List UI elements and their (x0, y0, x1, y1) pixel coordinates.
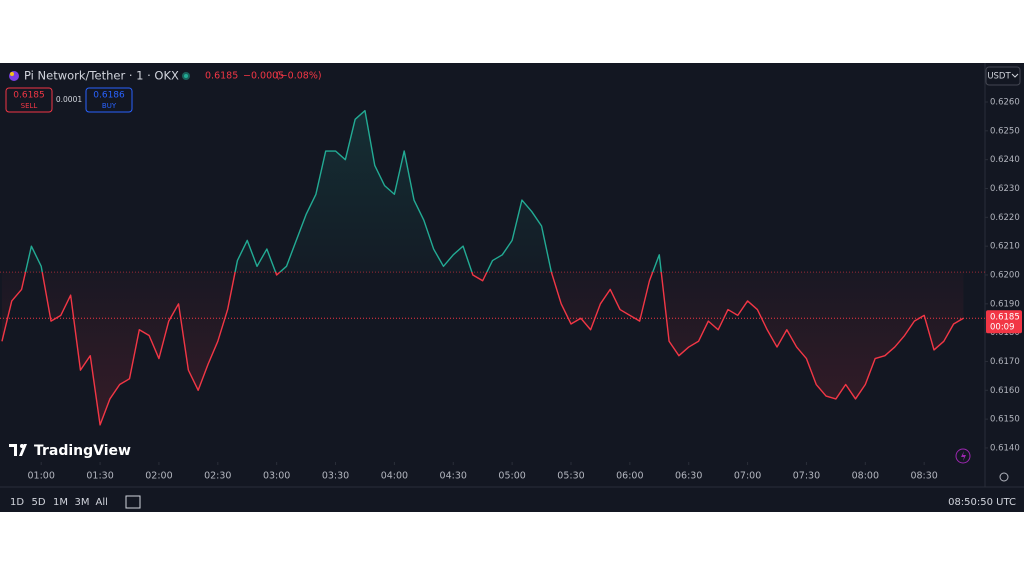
y-tick-label: 0.6200 (990, 270, 1020, 280)
symbol-icon (9, 71, 19, 81)
y-tick-label: 0.6250 (990, 126, 1020, 136)
alert-bolt (961, 451, 966, 461)
sell-button[interactable] (5, 87, 53, 113)
change-percent: (−0.08%) (276, 71, 322, 82)
y-tick-label: 0.6260 (990, 98, 1020, 108)
sell-price: 0.6185 (13, 91, 45, 101)
x-tick-label: 07:00 (734, 471, 761, 482)
x-tick-label: 04:30 (440, 471, 467, 482)
x-tick-label: 05:30 (557, 471, 584, 482)
last-price-tag (986, 310, 1022, 334)
sell-label: SELL (21, 102, 38, 110)
x-tick-label: 04:00 (381, 471, 408, 482)
x-tick-label: 02:30 (204, 471, 231, 482)
currency: USDT (987, 72, 1011, 82)
range-button[interactable]: 5D (32, 497, 46, 508)
countdown: 00:09 (990, 323, 1015, 333)
range-button[interactable]: 1M (53, 497, 68, 508)
currency-caret (1011, 73, 1019, 78)
y-tick-label: 0.6150 (990, 415, 1020, 425)
last-price-label: 0.6185 (990, 313, 1020, 323)
change: −0.0005 (243, 71, 284, 82)
buy-button[interactable] (85, 87, 133, 113)
x-tick-label: 06:00 (616, 471, 643, 482)
x-tick-label: 08:00 (852, 471, 879, 482)
baseline-fill (1, 110, 964, 425)
y-tick-label: 0.6220 (990, 213, 1020, 223)
logo-mark (9, 444, 27, 456)
y-tick-label: 0.6170 (990, 357, 1020, 367)
clock[interactable]: 08:50:50 UTC (948, 497, 1016, 508)
x-tick-label: 08:30 (910, 471, 937, 482)
market-status-dot (184, 74, 188, 78)
buy-price: 0.6186 (93, 91, 125, 101)
y-tick-label: 0.6210 (990, 242, 1020, 252)
spread: 0.0001 (56, 95, 82, 104)
x-tick-label: 01:00 (28, 471, 55, 482)
x-tick-label: 03:30 (322, 471, 349, 482)
range-button[interactable]: All (96, 497, 108, 508)
y-tick-label: 0.6190 (990, 299, 1020, 309)
settings-icon[interactable] (999, 472, 1009, 482)
x-tick-label: 01:30 (86, 471, 113, 482)
date-range-icon[interactable] (125, 495, 141, 509)
symbol-icon-dot (10, 72, 14, 76)
x-tick-label: 02:00 (145, 471, 172, 482)
logo-dot (20, 444, 24, 448)
x-tick-label: 05:00 (498, 471, 525, 482)
y-tick-label: 0.6230 (990, 184, 1020, 194)
symbol-title[interactable]: Pi Network/Tether · 1 · OKX (24, 69, 179, 83)
y-tick-label: 0.6240 (990, 155, 1020, 165)
x-tick-label: 06:30 (675, 471, 702, 482)
price-line (1, 109, 964, 426)
brand: TradingView (34, 443, 131, 459)
currency-button[interactable] (985, 66, 1021, 86)
alert-icon[interactable] (955, 448, 971, 464)
range-button[interactable]: 1D (10, 497, 24, 508)
range-button[interactable]: 3M (75, 497, 90, 508)
x-tick-label: 03:00 (263, 471, 290, 482)
y-tick-label: 0.6160 (990, 386, 1020, 396)
y-tick-label: 0.6140 (990, 443, 1020, 453)
last-price: 0.6185 (205, 71, 238, 82)
x-tick-label: 07:30 (793, 471, 820, 482)
buy-label: BUY (102, 102, 117, 110)
